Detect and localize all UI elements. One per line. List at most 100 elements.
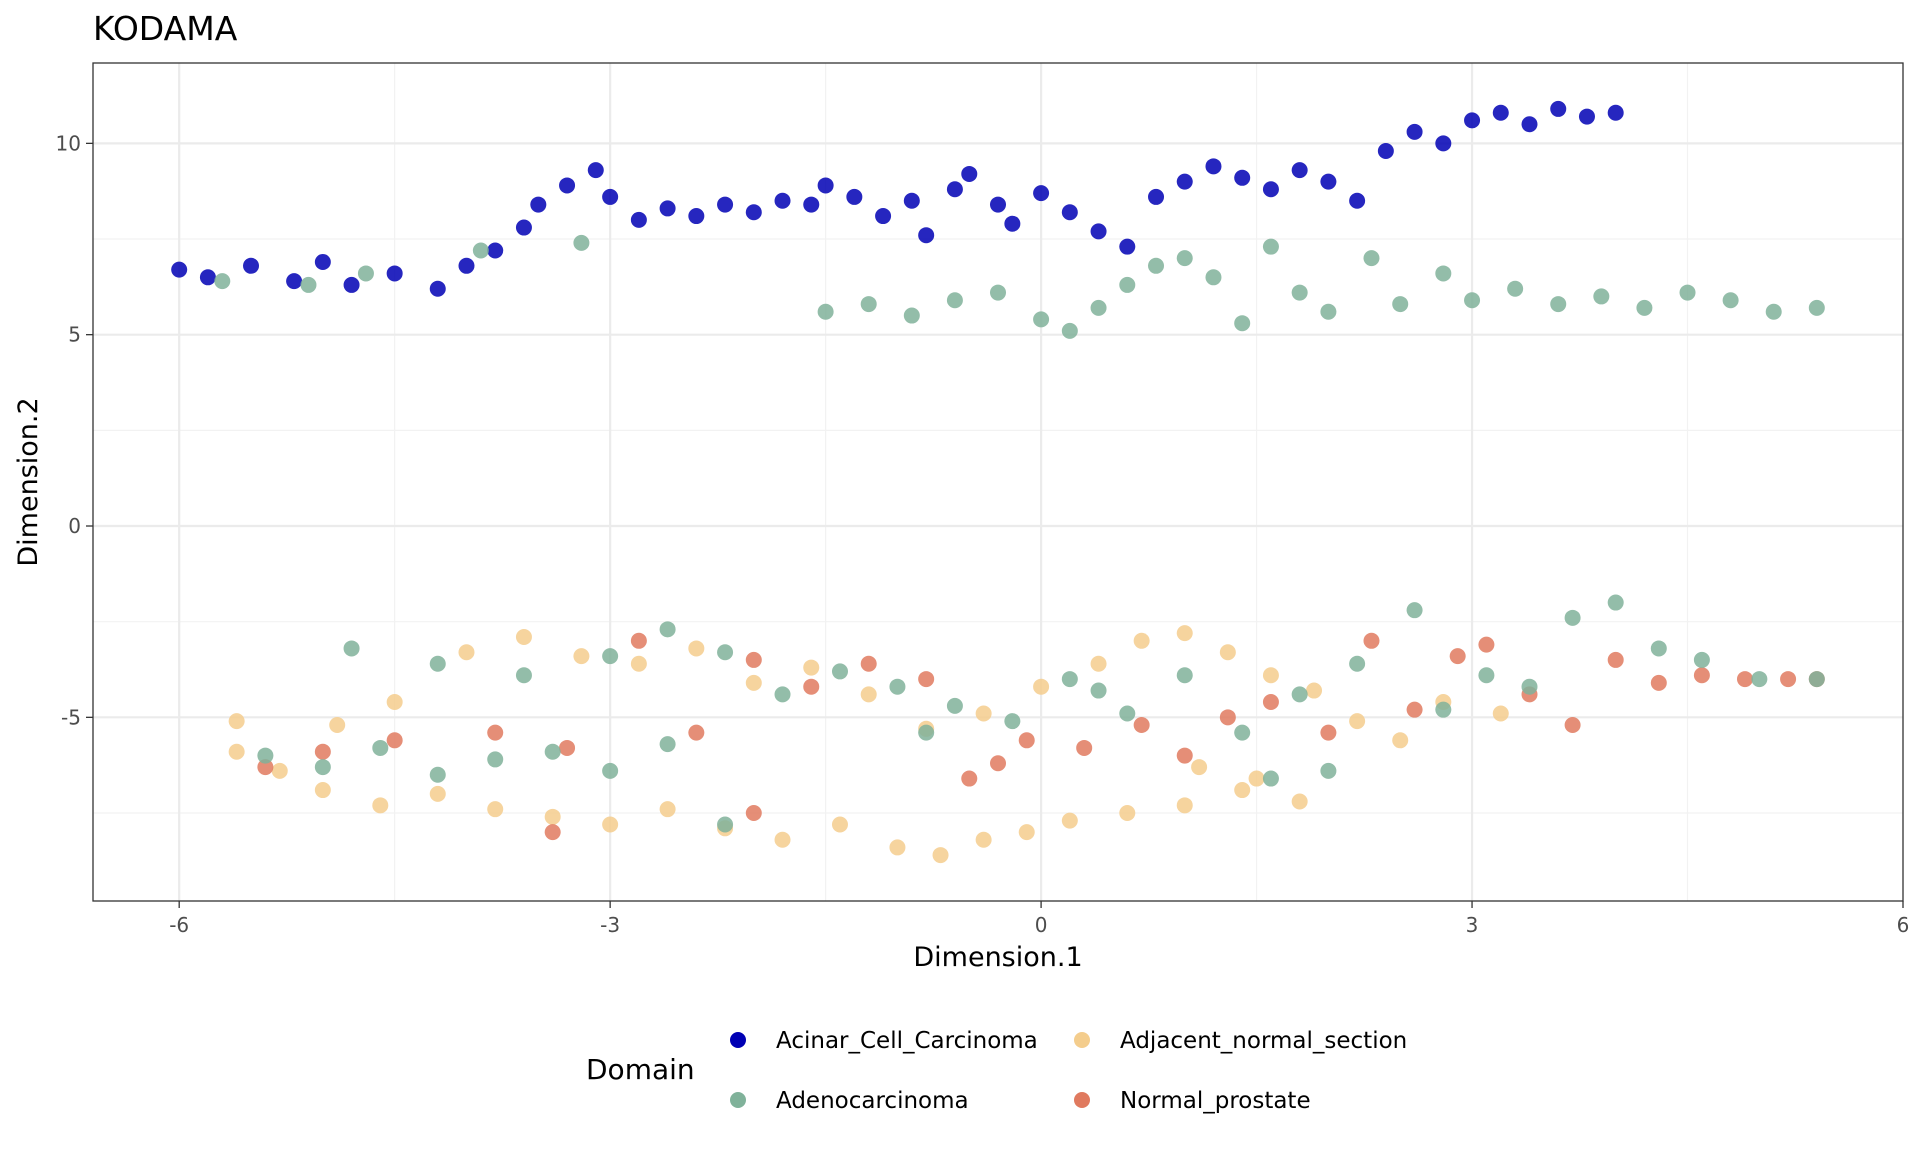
data-point — [889, 839, 906, 856]
data-point — [990, 284, 1006, 301]
data-point — [1291, 284, 1308, 301]
data-point — [918, 671, 935, 688]
data-point — [1291, 793, 1308, 810]
legend-label-adjacent: Adjacent_normal_section — [1120, 1028, 1407, 1054]
y-tick-label: 5 — [68, 323, 81, 347]
data-point — [774, 192, 791, 209]
data-point — [1119, 276, 1136, 293]
data-point — [1219, 644, 1236, 661]
data-point — [1148, 257, 1165, 274]
series-normal-prostate — [257, 632, 1825, 841]
data-point — [1435, 135, 1452, 152]
data-point — [1464, 292, 1481, 309]
data-point — [630, 655, 647, 672]
data-point — [1736, 671, 1753, 688]
data-point — [1133, 632, 1150, 649]
legend-key-adenocarcinoma — [730, 1092, 746, 1108]
data-point — [990, 755, 1006, 772]
legend: Domain Acinar_Cell_Carcinoma Adjacent_no… — [586, 1028, 1407, 1114]
data-point — [1176, 747, 1193, 764]
series-adenocarcinoma — [214, 234, 1825, 833]
data-point — [1219, 709, 1236, 726]
data-point — [515, 628, 532, 645]
data-point — [372, 739, 389, 756]
data-point — [544, 808, 561, 825]
data-point — [1578, 108, 1595, 125]
data-point — [1780, 671, 1797, 688]
data-point — [515, 667, 532, 684]
data-point — [1320, 762, 1337, 779]
data-point — [314, 782, 331, 799]
data-point — [688, 724, 705, 741]
data-point — [1133, 716, 1150, 733]
data-point — [659, 621, 676, 638]
data-point — [1349, 713, 1366, 730]
data-point — [1262, 770, 1279, 787]
data-point — [458, 257, 475, 274]
data-point — [228, 743, 245, 760]
data-point — [903, 307, 920, 324]
data-point — [429, 785, 446, 802]
data-point — [1090, 223, 1107, 240]
data-point — [1191, 759, 1208, 776]
data-point — [1262, 667, 1279, 684]
legend-label-acinar: Acinar_Cell_Carcinoma — [776, 1028, 1038, 1054]
data-point — [429, 280, 446, 297]
data-point — [257, 759, 274, 776]
data-point — [1033, 311, 1050, 328]
data-point — [602, 648, 619, 665]
data-point — [1090, 682, 1107, 699]
data-point — [1693, 667, 1710, 684]
data-point — [803, 678, 820, 695]
legend-title: Domain — [586, 1053, 695, 1086]
data-point — [774, 686, 791, 703]
data-point — [630, 211, 647, 228]
data-point — [1262, 181, 1279, 198]
data-point — [1521, 678, 1538, 695]
data-point — [688, 640, 705, 657]
data-point — [1679, 284, 1696, 301]
data-point — [1291, 162, 1308, 179]
legend-label-adenocarcinoma: Adenocarcinoma — [776, 1088, 969, 1114]
data-point — [918, 227, 935, 244]
data-point — [1148, 188, 1165, 205]
legend-key-acinar — [730, 1032, 746, 1048]
data-point — [745, 651, 762, 668]
data-point — [846, 188, 863, 205]
data-point — [1449, 648, 1466, 665]
data-point — [975, 705, 992, 722]
data-point — [860, 686, 877, 703]
data-point — [717, 644, 734, 661]
data-point — [1435, 701, 1452, 718]
data-point — [860, 296, 877, 313]
chart-title: KODAMA — [93, 9, 238, 48]
data-point — [228, 713, 245, 730]
series-adjacent-normal-section — [228, 625, 1509, 864]
data-point — [1392, 296, 1409, 313]
data-point — [932, 847, 949, 864]
data-point — [602, 762, 619, 779]
data-point — [946, 697, 963, 714]
data-point — [1119, 705, 1136, 722]
data-point — [1061, 812, 1078, 829]
data-point — [214, 273, 231, 290]
data-point — [1176, 250, 1193, 267]
x-axis-label: Dimension.1 — [913, 942, 1082, 973]
data-point — [1234, 724, 1251, 741]
y-tick-label: -5 — [61, 705, 81, 729]
data-point — [1492, 104, 1509, 121]
plot-panel-border — [92, 62, 1904, 902]
data-point — [1607, 104, 1624, 121]
data-point — [745, 674, 762, 691]
data-point — [1550, 296, 1567, 313]
data-point — [487, 801, 504, 818]
data-point — [1205, 158, 1222, 175]
data-point — [946, 292, 963, 309]
data-point — [1291, 686, 1308, 703]
data-point — [1262, 694, 1279, 711]
data-point — [1406, 701, 1423, 718]
data-point — [1176, 625, 1193, 642]
legend-key-adjacent — [1074, 1032, 1090, 1048]
data-point — [1076, 739, 1093, 756]
